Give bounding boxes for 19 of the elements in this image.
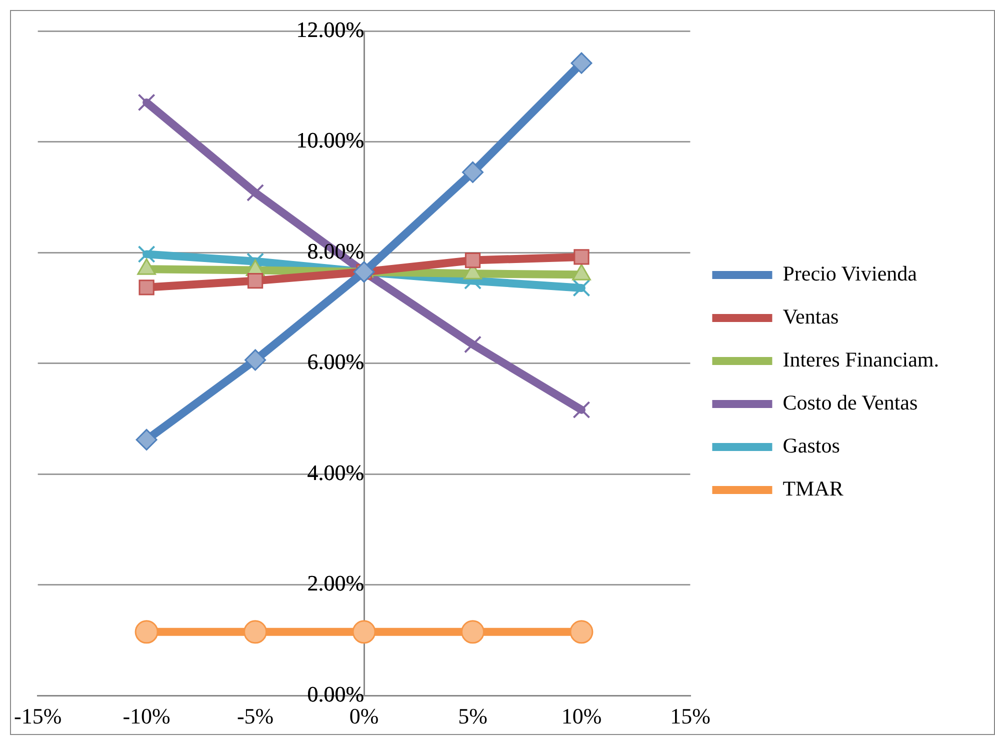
legend-label: Precio Vivienda [782, 262, 918, 286]
legend-label: TMAR [782, 476, 844, 501]
x-tick-label: 10% [561, 704, 602, 729]
legend-label: Interes Financiam. [782, 348, 939, 372]
x-tick-label: 0% [349, 704, 379, 729]
y-tick-label: 6.00% [307, 349, 364, 374]
y-tick-label: 12.00% [296, 16, 364, 42]
y-tick-label: 4.00% [307, 460, 364, 485]
x-tick-label: -15% [14, 704, 62, 729]
y-tick-label: 2.00% [307, 570, 364, 596]
legend-label: Costo de Ventas [782, 390, 918, 415]
x-tick-label: -5% [236, 704, 274, 729]
legend-label: Ventas [782, 304, 839, 329]
x-tick-label: 15% [670, 704, 710, 729]
y-tick-label: 10.00% [296, 128, 364, 153]
x-tick-label: 5% [458, 704, 488, 729]
legend-label: Gastos [782, 434, 840, 458]
y-tick-label: 0.00% [307, 681, 364, 706]
x-tick-label: -10% [122, 704, 170, 729]
